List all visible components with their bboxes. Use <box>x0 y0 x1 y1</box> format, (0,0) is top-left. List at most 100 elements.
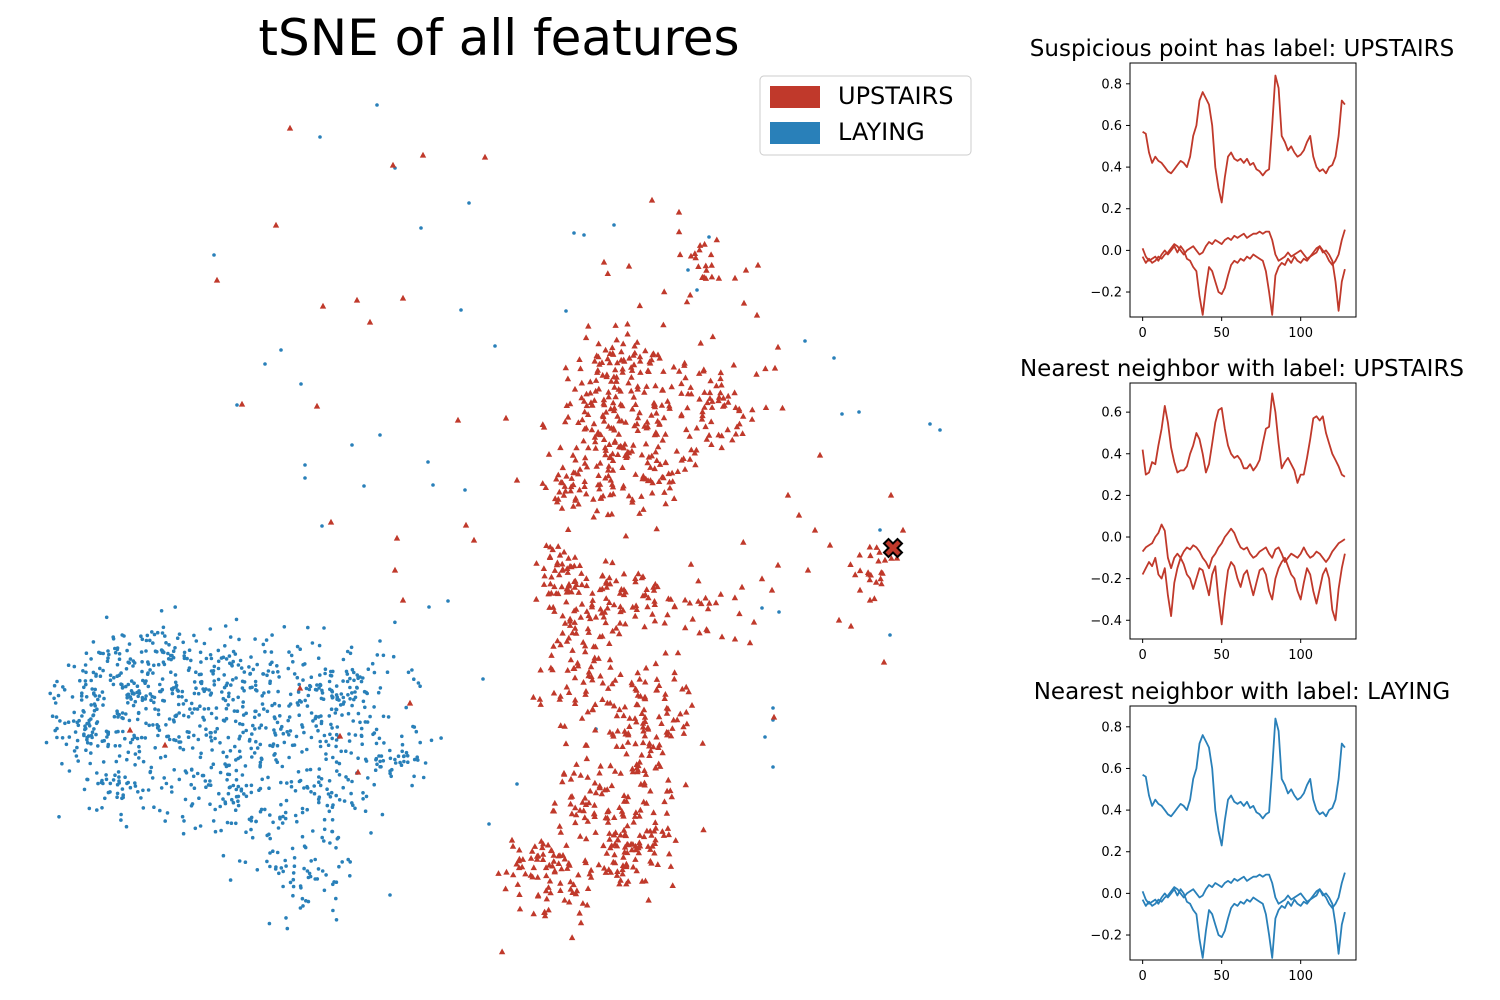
upstairs-point <box>590 420 598 427</box>
laying-point <box>219 656 224 660</box>
upstairs-point <box>399 294 407 301</box>
upstairs-point <box>617 770 624 776</box>
laying-point <box>330 736 335 741</box>
laying-point <box>393 620 397 625</box>
laying-point <box>290 846 295 851</box>
upstairs-point <box>557 879 564 886</box>
laying-point <box>226 735 231 740</box>
laying-point <box>276 670 280 674</box>
upstairs-point <box>560 548 568 555</box>
upstairs-point <box>533 560 540 566</box>
laying-point <box>346 693 350 697</box>
laying-point <box>113 744 118 748</box>
upstairs-point <box>732 430 740 437</box>
upstairs-point <box>559 560 566 567</box>
laying-point <box>128 657 133 661</box>
upstairs-point <box>608 378 615 384</box>
upstairs-point <box>406 699 414 706</box>
upstairs-point <box>609 344 616 351</box>
laying-point <box>306 693 311 698</box>
upstairs-point <box>703 436 710 442</box>
upstairs-point <box>618 348 625 355</box>
upstairs-point <box>771 364 779 371</box>
upstairs-point <box>636 812 643 819</box>
laying-point <box>158 682 162 687</box>
laying-point <box>152 695 157 700</box>
laying-point <box>278 714 282 718</box>
laying-point <box>286 718 291 723</box>
laying-point <box>196 691 201 696</box>
laying-point <box>186 735 191 739</box>
laying-point <box>348 676 352 681</box>
upstairs-point <box>561 855 568 862</box>
laying-point <box>363 809 368 813</box>
upstairs-point <box>682 374 689 381</box>
laying-point <box>359 726 364 731</box>
laying-point <box>169 657 173 662</box>
laying-point <box>126 692 131 697</box>
upstairs-point <box>671 602 678 609</box>
laying-point <box>131 659 136 663</box>
laying-point <box>297 713 302 717</box>
upstairs-point <box>611 768 619 774</box>
laying-point <box>213 730 218 734</box>
upstairs-point <box>715 397 722 404</box>
laying-point <box>291 871 296 875</box>
upstairs-point <box>866 543 873 550</box>
laying-point <box>117 652 122 656</box>
laying-point <box>202 689 206 694</box>
laying-point <box>98 651 103 655</box>
laying-point <box>62 688 67 692</box>
upstairs-point <box>611 383 618 390</box>
upstairs-point <box>555 590 562 597</box>
upstairs-point <box>599 492 607 499</box>
upstairs-point <box>516 905 524 912</box>
upstairs-point <box>867 552 874 559</box>
laying-point <box>111 635 115 639</box>
upstairs-point <box>666 484 674 491</box>
upstairs-point <box>536 695 544 702</box>
laying-point <box>249 746 253 751</box>
laying-point <box>198 650 203 655</box>
upstairs-point <box>605 807 612 814</box>
laying-point <box>70 695 75 699</box>
laying-point <box>111 778 116 782</box>
laying-point <box>888 633 892 637</box>
upstairs-point <box>661 695 668 701</box>
laying-point <box>169 785 174 789</box>
x-tick-label: 0 <box>1139 326 1147 341</box>
upstairs-point <box>602 869 609 875</box>
laying-point <box>292 672 297 676</box>
upstairs-point <box>539 421 546 427</box>
upstairs-point <box>642 440 650 447</box>
laying-point <box>182 713 186 718</box>
upstairs-point <box>582 691 589 697</box>
laying-point <box>192 707 197 711</box>
laying-point <box>234 778 239 782</box>
upstairs-point <box>596 481 604 487</box>
upstairs-point <box>672 837 679 843</box>
laying-point <box>240 686 245 690</box>
laying-point <box>145 633 150 638</box>
upstairs-point <box>624 330 631 337</box>
laying-point <box>182 650 187 655</box>
laying-point <box>143 697 148 701</box>
laying-point <box>373 768 378 772</box>
laying-point <box>218 770 223 775</box>
upstairs-point <box>569 452 577 458</box>
upstairs-point <box>577 365 584 372</box>
laying-point <box>166 651 170 656</box>
laying-point <box>132 735 137 739</box>
laying-point <box>103 796 107 801</box>
laying-point <box>149 698 153 702</box>
laying-point <box>316 656 321 660</box>
laying-point <box>334 846 338 850</box>
laying-point <box>337 798 342 802</box>
laying-point <box>241 713 246 717</box>
laying-point <box>238 658 243 663</box>
laying-point <box>253 637 257 641</box>
laying-point <box>91 670 96 675</box>
laying-point <box>350 779 354 784</box>
upstairs-point <box>634 385 641 392</box>
laying-point <box>296 690 301 694</box>
